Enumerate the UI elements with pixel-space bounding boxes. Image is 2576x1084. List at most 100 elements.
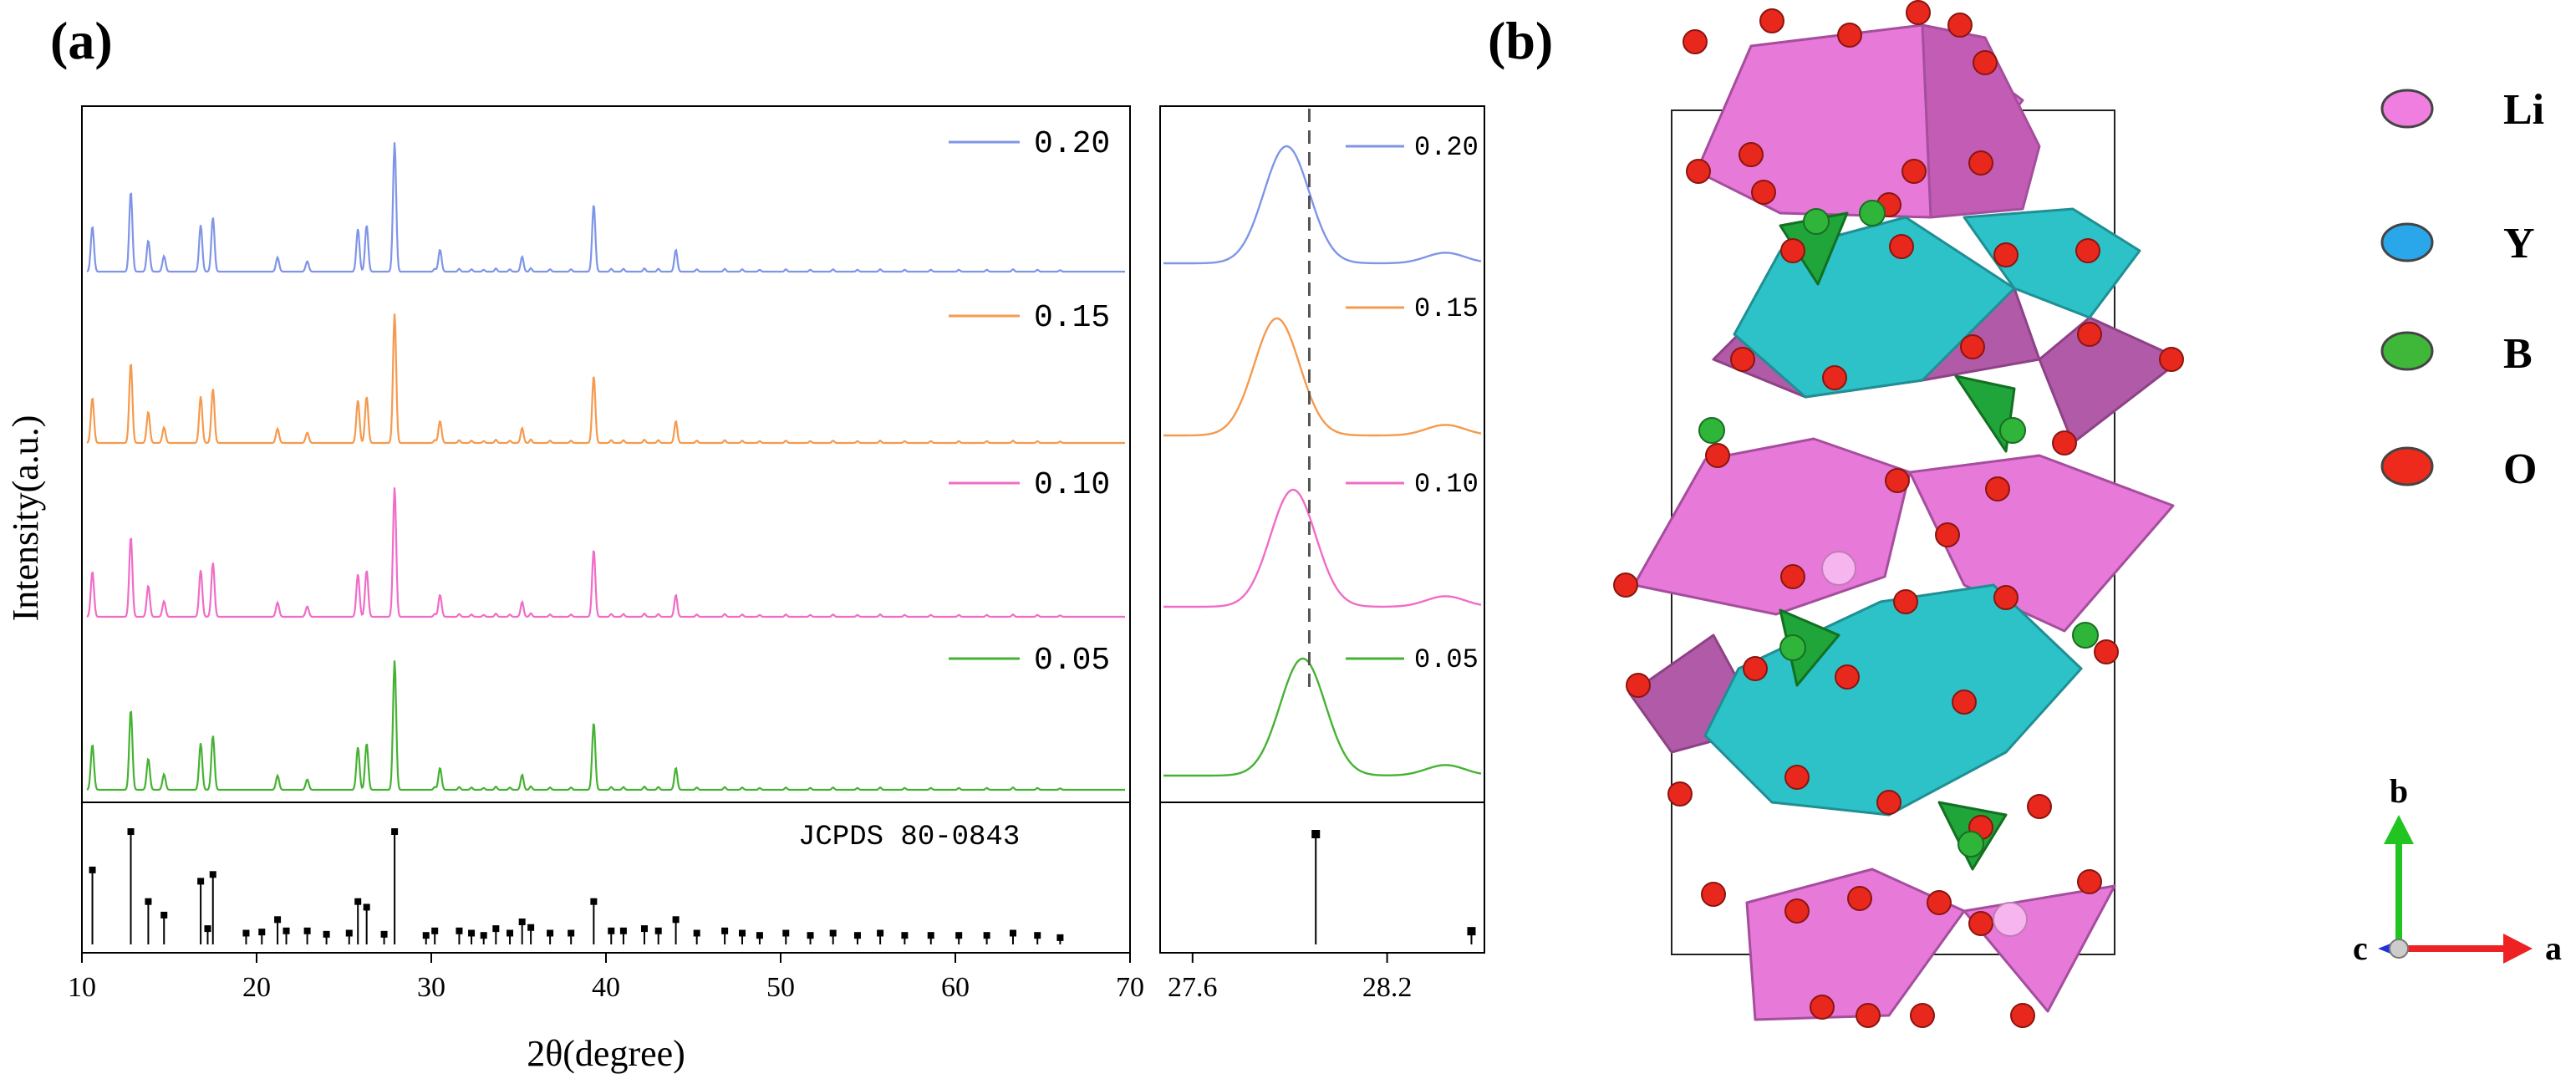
inset-legend-label-0.15: 0.15 (1414, 293, 1479, 324)
reference-stick-marker (422, 932, 430, 939)
oxygen-atom (1667, 781, 1693, 807)
legend-label-0.10: 0.10 (1034, 467, 1110, 503)
boron-atom (1698, 417, 1725, 444)
inset-series-line-0.15 (1163, 317, 1482, 437)
li-polyhedron (1921, 23, 2041, 219)
reference-stick-marker (955, 932, 963, 939)
reference-stick-marker (782, 929, 790, 937)
oxygen-atom (1759, 8, 1784, 33)
inset-reference-marker (1311, 830, 1321, 838)
reference-stick-marker (654, 927, 662, 934)
reference-stick-marker (568, 929, 575, 937)
legend-label-0.15: 0.15 (1034, 300, 1110, 336)
panel-b-label: (b) (1488, 11, 1553, 70)
reference-stick-marker (1034, 932, 1041, 939)
oxygen-atom (1893, 589, 1918, 614)
oxygen-atom (1973, 50, 1998, 75)
oxygen-atom (1968, 911, 1993, 936)
oxygen-atom (1784, 765, 1810, 790)
inset-legend-label-0.20: 0.20 (1414, 132, 1479, 163)
boron-atom (1957, 831, 1984, 858)
oxygen-atom (1686, 159, 1711, 184)
reference-stick-marker (258, 929, 266, 936)
atoms (1613, 0, 2184, 1028)
oxygen-atom (1910, 1003, 1935, 1028)
oxygen-atom (1968, 150, 1993, 176)
x-tick-label: 20 (242, 972, 271, 1003)
reference-stick-marker (829, 929, 837, 937)
oxygen-atom (1935, 522, 1960, 547)
reference-stick-marker (547, 929, 554, 937)
oxygen-atom (1847, 886, 1872, 911)
x-axis-ticks: 10 20 30 40 50 60 70 (68, 953, 1144, 1003)
x-tick-label: 10 (68, 972, 96, 1003)
inset-legend-label-0.05: 0.05 (1414, 644, 1479, 675)
b-swatch (2380, 331, 2434, 371)
reference-stick-marker (527, 924, 535, 931)
legend-item-li: Li (2380, 86, 2544, 134)
reference-stick-marker (640, 925, 648, 933)
x-axis-label: 2θ(degree) (527, 1033, 685, 1074)
reference-stick-marker (431, 927, 439, 934)
oxygen-atom (2094, 639, 2119, 664)
series-line-0.15 (86, 313, 1125, 445)
oxygen-atom (2159, 347, 2184, 372)
boron-atom (1803, 208, 1830, 235)
li-legend-label: Li (2503, 86, 2544, 134)
reference-stick-marker (127, 828, 135, 835)
reference-stick-marker (492, 925, 500, 933)
axis-origin (2389, 939, 2409, 959)
reference-stick-marker (480, 932, 487, 939)
reference-stick-marker (468, 929, 476, 937)
a-axis-label: a (2545, 929, 2562, 967)
inset-series-legend: 0.20 0.15 0.10 0.05 (1346, 132, 1479, 675)
reference-stick-marker (345, 929, 353, 937)
polyhedra (1628, 23, 2183, 1021)
reference-stick-marker (391, 828, 399, 835)
xrd-inset-plot: 27.6 28.2 0.20 0.15 0.10 0.05 (1159, 105, 1485, 1003)
reference-stick-marker (89, 866, 96, 873)
y-polyhedron (1963, 207, 2141, 319)
oxygen-atom (1739, 142, 1764, 167)
oxygen-atom (1743, 656, 1768, 681)
li-polyhedron (1632, 437, 1912, 616)
oxygen-atom (1784, 898, 1810, 924)
boron-atom (1859, 200, 1886, 226)
oxygen-atom (2052, 430, 2077, 455)
reference-stick-marker (242, 929, 250, 937)
reference-stick-marker (927, 932, 934, 939)
b-axis-label: b (2390, 772, 2408, 810)
o-legend-label: O (2503, 445, 2537, 493)
reference-stick-marker (145, 898, 152, 905)
lithium-atom (1821, 551, 1856, 586)
reference-stick-marker (363, 903, 370, 911)
oxygen-atom (1960, 334, 1985, 359)
crystal-structure (1613, 0, 2184, 1028)
x-tick-label: 40 (592, 972, 620, 1003)
oxygen-atom (1810, 995, 1835, 1020)
li-polyhedron (1963, 884, 2116, 1013)
boron-atom (1999, 417, 2026, 444)
reference-stick-marker (807, 932, 814, 939)
legend-item-o: O (2380, 445, 2537, 493)
reference-stick-marker (1056, 934, 1064, 941)
x-tick-label: 70 (1116, 972, 1144, 1003)
oxygen-atom (1876, 790, 1901, 815)
reference-stick-marker (283, 927, 290, 934)
reference-label: JCPDS 80-0843 (798, 822, 1020, 853)
oxygen-atom (2010, 1003, 2035, 1028)
x-tick-label: 30 (417, 972, 445, 1003)
reference-stick-marker (608, 927, 615, 934)
inset-series-line-0.20 (1163, 145, 1482, 265)
reference-stick-marker (160, 911, 168, 919)
oxygen-atom (1927, 890, 1952, 915)
c-axis-label: c (2353, 929, 2368, 967)
oxygen-atom (2077, 322, 2102, 347)
oxygen-atom (1780, 238, 1805, 263)
inset-x-ticks: 27.6 28.2 (1168, 953, 1412, 1003)
main-series-group (86, 142, 1125, 791)
series-line-0.20 (86, 142, 1125, 273)
reference-stick-marker (197, 878, 205, 885)
oxygen-atom (1730, 347, 1755, 372)
inset-series-line-0.10 (1163, 488, 1482, 608)
